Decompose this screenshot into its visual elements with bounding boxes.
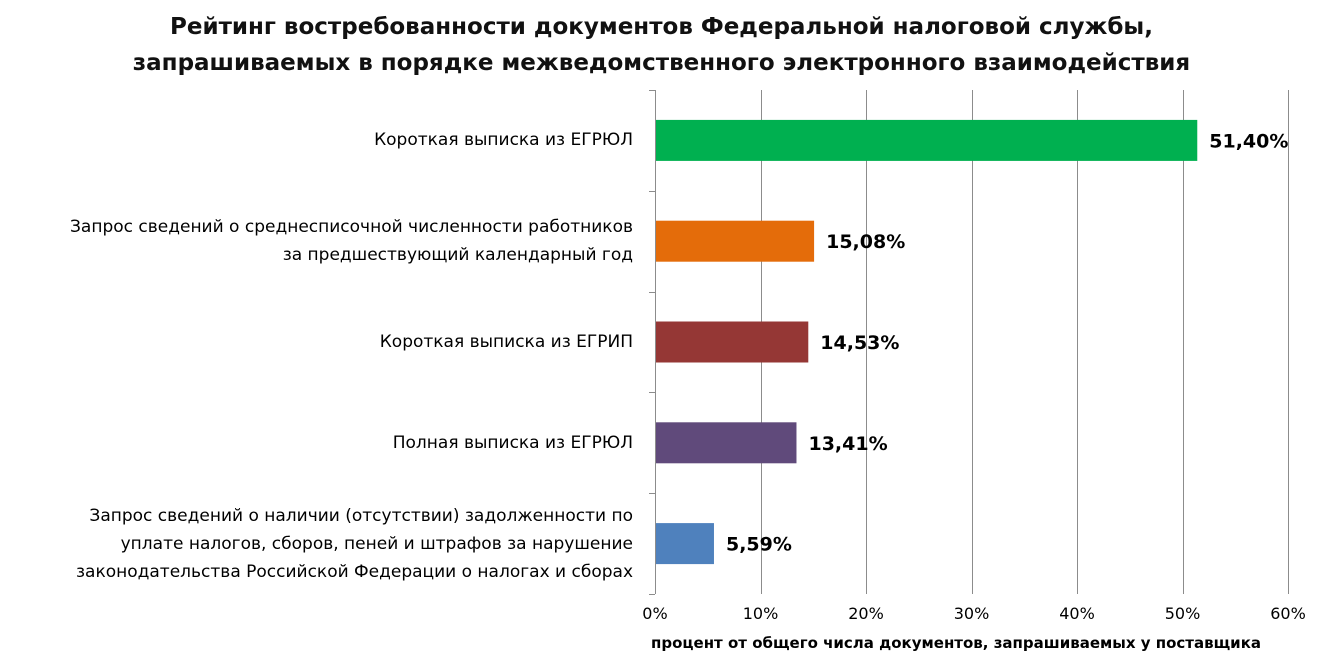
category-label: Полная выписка из ЕГРЮЛ	[0, 429, 633, 457]
category-label: Короткая выписка из ЕГРИП	[0, 328, 633, 356]
x-tick-label: 20%	[848, 604, 884, 623]
category-label-line: уплате налогов, сборов, пеней и штрафов …	[120, 533, 633, 554]
bar	[656, 119, 1198, 161]
data-label: 51,40%	[1209, 130, 1288, 152]
data-label: 15,08%	[826, 231, 905, 253]
bar	[656, 321, 809, 363]
category-label-line: Запрос сведений о среднесписочной числен…	[70, 217, 633, 238]
x-tick-label: 10%	[742, 604, 779, 623]
category-label-line: законодательства Российской Федерации о …	[75, 561, 633, 582]
x-axis-label: процент от общего числа документов, запр…	[651, 634, 1261, 652]
category-label-line: за предшествующий календарный год	[282, 245, 633, 266]
bar	[656, 422, 797, 464]
chart-title-line-1: Рейтинг востребованности документов Феде…	[170, 14, 1153, 40]
x-tick-label: 30%	[953, 604, 990, 623]
bar	[656, 523, 714, 565]
data-label: 13,41%	[808, 433, 887, 455]
x-tick-label: 40%	[1059, 604, 1095, 623]
x-tick-label: 50%	[1164, 604, 1201, 623]
data-label: 14,53%	[820, 332, 899, 354]
category-label-line: Короткая выписка из ЕГРИП	[379, 332, 633, 352]
data-label: 5,59%	[726, 534, 792, 556]
chart-title-line-2: запрашиваемых в порядке межведомственног…	[132, 50, 1191, 76]
category-label: Запрос сведений о наличии (отсутствии) з…	[0, 502, 633, 586]
x-tick-label: 60%	[1270, 604, 1306, 623]
category-label: Запрос сведений о среднесписочной числен…	[0, 213, 633, 269]
category-label-line: Короткая выписка из ЕГРЮЛ	[374, 130, 633, 151]
x-tick-label: 0%	[642, 604, 668, 623]
bar	[656, 220, 815, 262]
category-label-line: Полная выписка из ЕГРЮЛ	[392, 432, 633, 453]
category-label: Короткая выписка из ЕГРЮЛ	[0, 126, 633, 154]
category-label-line: Запрос сведений о наличии (отсутствии) з…	[89, 505, 633, 526]
